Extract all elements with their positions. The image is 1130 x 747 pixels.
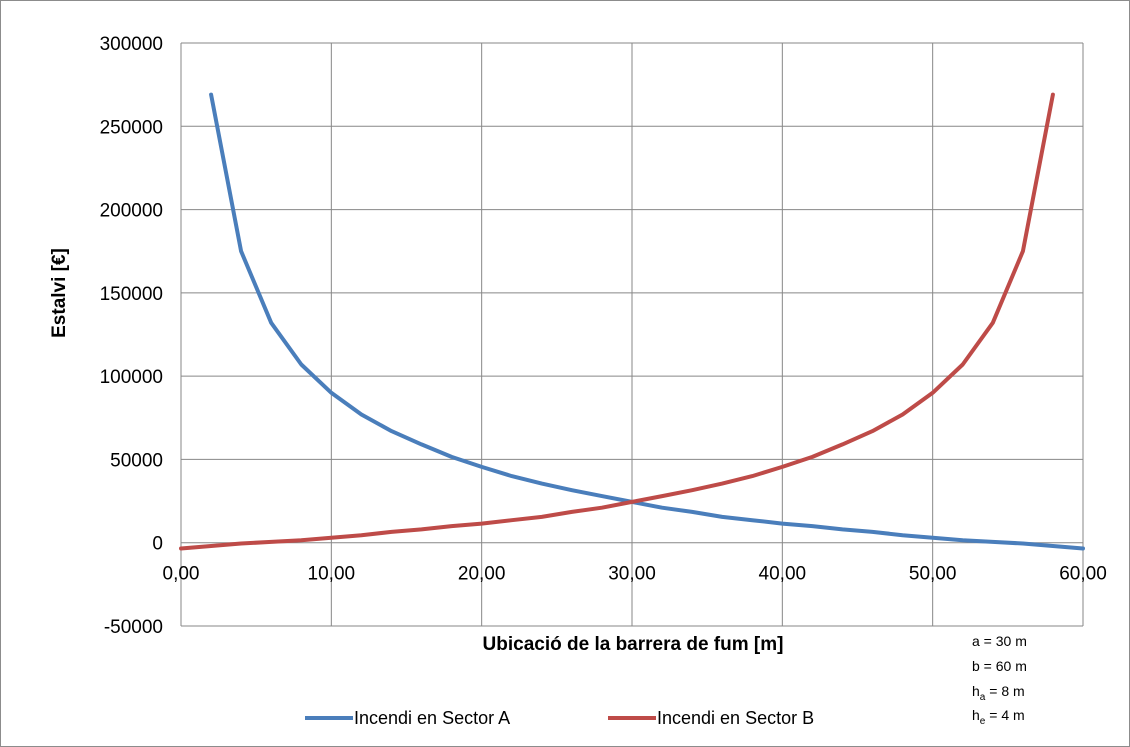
y-tick-label: 250000 xyxy=(100,117,163,138)
y-tick-label: 150000 xyxy=(100,284,163,305)
gridlines xyxy=(180,42,1084,627)
series-line-sector-b xyxy=(179,92,1055,551)
parameter-notes: a = 30 m b = 60 m ha = 8 m he = 4 m xyxy=(972,633,1027,727)
y-tick-label: 100000 xyxy=(100,367,163,388)
note-a: a = 30 m xyxy=(972,633,1027,649)
x-tick-label: 40,00 xyxy=(759,564,807,585)
y-axis-ticks: -50000 0 50000 100000 150000 200000 250000 3000… xyxy=(100,34,163,638)
series-lines xyxy=(179,92,1085,551)
y-tick-label: 300000 xyxy=(100,34,163,55)
note-ha: ha = 8 m xyxy=(972,683,1025,703)
x-tick-label: 50,00 xyxy=(909,564,957,585)
x-tick-label: 30,00 xyxy=(608,564,656,585)
note-he: he = 4 m xyxy=(972,707,1025,727)
y-tick-label: 200000 xyxy=(100,201,163,222)
legend: Incendi en Sector A Incendi en Sector B xyxy=(305,708,814,728)
y-axis-label: Estalvi [€] xyxy=(49,248,70,338)
y-tick-label: -50000 xyxy=(104,617,163,638)
y-tick-label: 50000 xyxy=(110,450,163,471)
x-tick-label: 20,00 xyxy=(458,564,506,585)
x-tick-label: 60,00 xyxy=(1059,564,1107,585)
x-axis-label: Ubicació de la barrera de fum [m] xyxy=(483,634,784,655)
y-tick-label: 0 xyxy=(152,534,163,555)
x-tick-label: 10,00 xyxy=(308,564,356,585)
note-b: b = 60 m xyxy=(972,658,1027,674)
legend-label-sector-b: Incendi en Sector B xyxy=(657,708,814,728)
x-axis-ticks: 0,00 10,00 20,00 30,00 40,00 50,00 60,00 xyxy=(163,564,1107,585)
x-tick-label: 0,00 xyxy=(163,564,200,585)
legend-label-sector-a: Incendi en Sector A xyxy=(354,708,510,728)
series-line-sector-a xyxy=(209,92,1085,551)
